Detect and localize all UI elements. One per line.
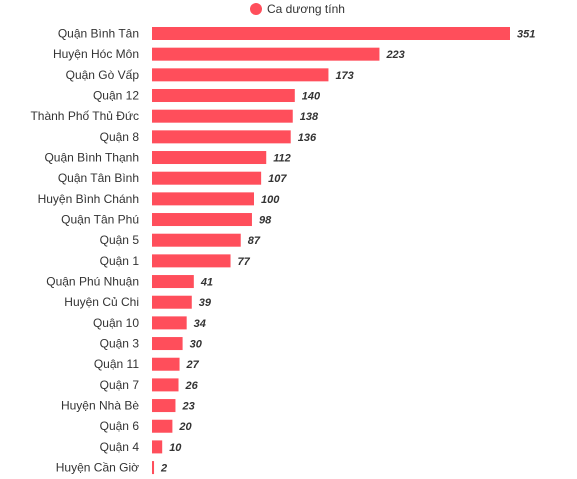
value-label: 351 (517, 29, 535, 41)
category-label: Quận Bình Thạnh (44, 151, 139, 165)
category-label: Quận Tân Phú (61, 213, 139, 227)
bar (152, 316, 187, 330)
value-label: 34 (194, 318, 206, 330)
bar (152, 68, 329, 82)
bar (152, 357, 180, 371)
value-label: 112 (273, 153, 291, 165)
bars (152, 27, 510, 475)
bar (152, 254, 231, 268)
bar (152, 461, 155, 475)
value-label: 10 (169, 442, 182, 454)
bar (152, 399, 176, 413)
value-label: 26 (185, 380, 199, 392)
category-label: Huyện Hóc Môn (53, 47, 139, 61)
bar (152, 337, 183, 351)
value-label: 173 (335, 70, 353, 82)
bar (152, 378, 179, 392)
legend-swatch (250, 3, 262, 15)
category-label: Quận 8 (100, 130, 140, 144)
legend-label: Ca dương tính (267, 2, 345, 16)
bar (152, 275, 194, 289)
value-label: 87 (248, 235, 261, 247)
category-label: Quận Gò Vấp (66, 68, 140, 82)
value-label: 2 (160, 463, 167, 475)
category-label: Huyện Bình Chánh (38, 192, 139, 206)
bar (152, 419, 173, 433)
bar (152, 440, 163, 454)
value-label: 223 (385, 49, 404, 61)
bar (152, 27, 510, 40)
value-label: 77 (238, 256, 251, 268)
bar (152, 47, 380, 61)
bar (152, 130, 291, 144)
category-label: Quận Tân Bình (58, 171, 139, 185)
value-label: 140 (302, 91, 321, 103)
value-label: 39 (199, 297, 212, 309)
category-label: Quận 3 (100, 337, 140, 351)
value-label: 136 (298, 132, 317, 144)
category-label: Quận 6 (100, 419, 140, 433)
bar (152, 192, 254, 206)
category-label: Quận 12 (93, 89, 139, 103)
category-label: Quận 7 (100, 378, 140, 392)
category-label: Quận 11 (94, 357, 139, 371)
value-label: 23 (181, 401, 194, 413)
category-label: Huyện Nhà Bè (61, 399, 139, 413)
category-label: Huyện Cần Giờ (56, 461, 139, 475)
category-label: Quận 4 (100, 440, 140, 454)
bar (152, 89, 295, 103)
legend: Ca dương tính (250, 2, 345, 16)
value-label: 20 (178, 421, 192, 433)
value-label: 30 (190, 339, 203, 351)
value-label: 100 (261, 194, 280, 206)
value-label: 41 (200, 277, 213, 289)
value-label: 98 (259, 215, 272, 227)
bar (152, 213, 252, 227)
category-label: Thành Phố Thủ Đức (30, 109, 139, 123)
category-label: Quận 10 (93, 316, 139, 330)
bar (152, 151, 267, 165)
value-label: 27 (186, 359, 200, 371)
value-labels: 3512231731401381361121071009887774139343… (160, 29, 535, 475)
category-labels: Quận Bình Tân Huyện Hóc Môn Quận Gò Vấp Quậ… (30, 27, 139, 475)
category-label: Quận Phú Nhuận (46, 275, 139, 289)
bar (152, 171, 262, 185)
category-label: Quận 1 (100, 254, 140, 268)
value-label: 138 (300, 111, 319, 123)
category-label: Quận Bình Tân (58, 27, 139, 41)
category-label: Quận 5 (100, 233, 140, 247)
bar (152, 109, 293, 123)
bar (152, 295, 192, 309)
bar (152, 233, 241, 247)
category-label: Huyện Củ Chi (64, 295, 139, 309)
value-label: 107 (268, 173, 287, 185)
